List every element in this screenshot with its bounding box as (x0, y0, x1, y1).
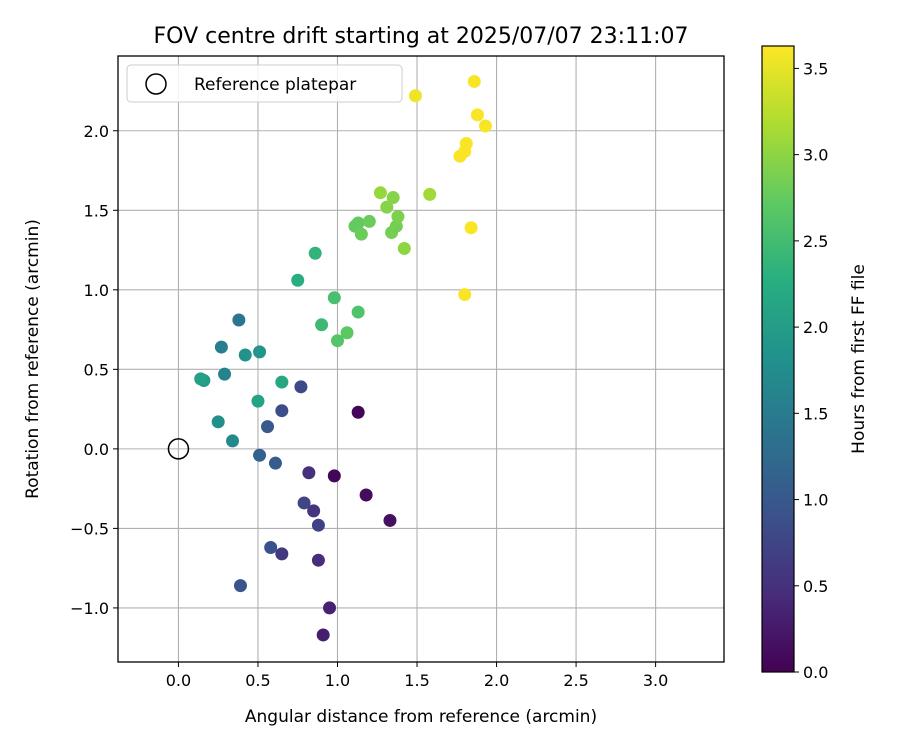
data-point (340, 326, 354, 340)
grid (118, 56, 724, 662)
data-point (275, 375, 289, 389)
data-point (362, 214, 376, 228)
legend-label-reference: Reference platepar (194, 75, 356, 95)
y-axis-ticks: −1.0 −0.5 0.0 0.5 1.0 1.5 2.0 (70, 122, 118, 618)
data-point (330, 334, 344, 348)
data-point (478, 119, 492, 133)
data-point (311, 518, 325, 532)
data-point (386, 191, 400, 205)
chart-title: FOV centre drift starting at 2025/07/07 … (154, 24, 689, 49)
data-point (323, 601, 337, 615)
data-point (268, 456, 282, 470)
colorbar-frame (761, 45, 795, 673)
data-point (423, 187, 437, 201)
y-axis-label: Rotation from reference (arcmin) (23, 219, 43, 499)
data-point (311, 553, 325, 567)
colorbar-tick-label: 3.0 (803, 146, 828, 165)
legend: Reference platepar (126, 64, 403, 103)
colorbar-label: Hours from first FF file (849, 264, 869, 454)
data-point (294, 380, 308, 394)
x-tick-label: 0.5 (245, 671, 270, 690)
data-point (211, 415, 225, 429)
colorbar-tick-label: 2.5 (803, 232, 828, 251)
data-point (232, 313, 246, 327)
colorbar-tick-label: 1.5 (803, 404, 828, 423)
data-point (380, 200, 394, 214)
x-tick-label: 2.5 (563, 671, 588, 690)
x-tick-label: 0.0 (166, 671, 191, 690)
data-point (453, 149, 467, 163)
colorbar-gradient (762, 46, 794, 672)
data-point (383, 513, 397, 527)
y-tick-label: −0.5 (70, 519, 109, 538)
plot-frame (117, 55, 725, 663)
data-point (297, 496, 311, 510)
data-point (327, 291, 341, 305)
y-tick-label: 1.5 (84, 201, 109, 220)
colorbar-ticks: 0.0 0.5 1.0 1.5 2.0 2.5 3.0 3.5 (794, 59, 828, 682)
x-tick-label: 1.0 (325, 671, 350, 690)
colorbar-tick-label: 3.5 (803, 59, 828, 78)
data-point (397, 241, 411, 255)
data-point (218, 367, 232, 381)
reference-point-marker (167, 438, 190, 460)
data-point (315, 318, 329, 332)
data-point (307, 504, 321, 518)
x-tick-label: 1.5 (404, 671, 429, 690)
data-point (470, 108, 484, 122)
data-point (351, 216, 365, 230)
data-point (308, 246, 322, 260)
data-point (354, 227, 368, 241)
y-tick-label: 0.5 (84, 360, 109, 379)
x-tick-label: 3.0 (643, 671, 668, 690)
data-points (194, 74, 492, 642)
data-point (302, 466, 316, 480)
data-point (359, 488, 373, 502)
data-point (233, 579, 247, 593)
data-point (373, 186, 387, 200)
legend-box (126, 64, 403, 103)
data-point (261, 420, 275, 434)
data-point (291, 273, 305, 287)
colorbar-tick-label: 2.0 (803, 318, 828, 337)
data-point (214, 340, 228, 354)
legend-marker-reference (145, 73, 167, 95)
data-point (316, 628, 330, 642)
data-point (467, 74, 481, 88)
colorbar-tick-label: 1.0 (803, 491, 828, 510)
data-point (264, 540, 278, 554)
y-tick-label: 1.0 (84, 281, 109, 300)
data-point (253, 345, 267, 359)
data-point (226, 434, 240, 448)
y-tick-label: −1.0 (70, 599, 109, 618)
data-point (391, 210, 405, 224)
data-point (458, 288, 472, 302)
data-point (464, 221, 478, 235)
data-point (251, 394, 265, 408)
data-point (194, 372, 208, 386)
colorbar-tick-label: 0.5 (803, 577, 828, 596)
data-point (351, 305, 365, 319)
data-point (389, 219, 403, 233)
data-point (351, 405, 365, 419)
x-tick-label: 2.0 (484, 671, 509, 690)
data-point (408, 89, 422, 103)
data-point (275, 547, 289, 561)
data-point (327, 469, 341, 483)
data-point (253, 448, 267, 462)
x-axis-ticks: 0.0 0.5 1.0 1.5 2.0 2.5 3.0 (166, 662, 668, 690)
data-point (275, 404, 289, 418)
colorbar: 0.0 0.5 1.0 1.5 2.0 2.5 3.0 3.5 Hours from firs… (761, 45, 869, 682)
x-axis-label: Angular distance from reference (arcmin) (245, 707, 597, 727)
data-point (238, 348, 252, 362)
y-tick-label: 2.0 (84, 122, 109, 141)
y-tick-label: 0.0 (84, 440, 109, 459)
colorbar-tick-label: 0.0 (803, 663, 828, 682)
